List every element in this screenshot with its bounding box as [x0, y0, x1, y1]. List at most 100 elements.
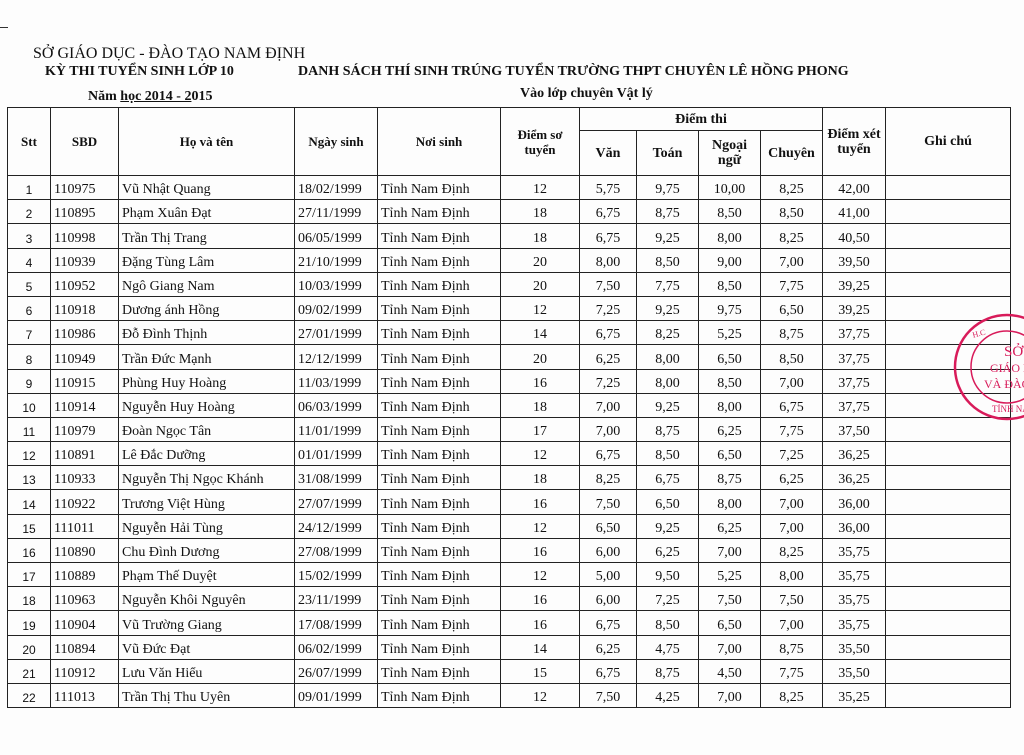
cell-total: 36,25 [822, 441, 886, 467]
cell-total: 35,50 [822, 658, 886, 684]
cell-chuyen: 7,75 [760, 271, 823, 297]
cell-prelim: 14 [500, 320, 580, 346]
table-row: 1 110975 Vũ Nhật Quang 18/02/1999 Tỉnh Nam Đ… [7, 174, 1011, 201]
cell-note [885, 465, 1011, 491]
cell-birthplace: Tỉnh Nam Định [377, 561, 501, 588]
cell-ngoai-ngu: 6,25 [698, 416, 761, 443]
cell-birthplace: Tỉnh Nam Định [377, 416, 501, 443]
cell-prelim: 18 [500, 199, 580, 225]
col-sbd: SBD [50, 107, 119, 176]
table-row: 22 111013 Trần Thị Thu Uyên 09/01/1999 Tỉnh … [7, 682, 1011, 709]
cell-total: 35,75 [822, 586, 886, 612]
cell-van: 7,50 [579, 489, 637, 515]
cell-dob: 18/02/1999 [294, 174, 378, 201]
cell-note [885, 513, 1011, 539]
cell-toan: 6,50 [636, 489, 699, 515]
cell-ngoai-ngu: 6,50 [698, 344, 761, 370]
cell-dob: 26/07/1999 [294, 658, 378, 684]
cell-birthplace: Tỉnh Nam Định [377, 537, 501, 564]
col-note: Ghi chú [885, 107, 1011, 176]
cell-ngoai-ngu: 8,50 [698, 199, 761, 225]
cell-sbd: 110914 [50, 392, 119, 418]
cell-total: 40,50 [822, 223, 886, 249]
cell-chuyen: 8,00 [760, 561, 823, 588]
cell-chuyen: 8,75 [760, 634, 823, 660]
table-row: 21 110912 Lưu Văn Hiểu 26/07/1999 Tỉnh Nam Đ… [7, 658, 1011, 684]
cell-prelim: 12 [500, 441, 580, 467]
cell-name: Phạm Xuân Đạt [118, 199, 295, 225]
col-stt: Stt [7, 107, 51, 176]
cell-total: 37,50 [822, 416, 886, 443]
cell-van: 7,50 [579, 682, 637, 709]
cell-total: 39,50 [822, 247, 886, 273]
cell-birthplace: Tỉnh Nam Định [377, 174, 501, 201]
cell-toan: 4,25 [636, 682, 699, 709]
cell-name: Đỗ Đình Thịnh [118, 320, 295, 346]
class-name: Vào lớp chuyên Vật lý [520, 86, 653, 101]
table-row: 18 110963 Nguyễn Khôi Nguyên 23/11/1999 Tỉnh… [7, 586, 1011, 612]
cell-van: 6,25 [579, 634, 637, 660]
col-toan: Toán [636, 130, 699, 176]
cell-stt: 10 [7, 392, 51, 418]
cell-stt: 21 [7, 658, 51, 684]
cell-birthplace: Tỉnh Nam Định [377, 586, 501, 612]
table-row: 2 110895 Phạm Xuân Đạt 27/11/1999 Tỉnh Nam Đ… [7, 199, 1011, 225]
cell-birthplace: Tỉnh Nam Định [377, 368, 501, 394]
cell-total: 35,25 [822, 682, 886, 709]
col-ngoai-ngu: Ngoại ngữ [698, 130, 761, 176]
cell-sbd: 110986 [50, 320, 119, 346]
svg-text:SỞ: SỞ [1004, 343, 1024, 360]
cell-ngoai-ngu: 8,00 [698, 489, 761, 515]
cell-note [885, 199, 1011, 225]
cell-prelim: 12 [500, 682, 580, 709]
table-row: 4 110939 Đặng Tùng Lâm 21/10/1999 Tỉnh Nam Đ… [7, 247, 1011, 273]
cell-prelim: 20 [500, 344, 580, 370]
cell-chuyen: 7,75 [760, 416, 823, 443]
cell-total: 42,00 [822, 174, 886, 201]
cell-total: 36,00 [822, 513, 886, 539]
cell-name: Dương ánh Hồng [118, 295, 295, 322]
cell-prelim: 14 [500, 634, 580, 660]
scan-mark [0, 27, 8, 28]
cell-dob: 23/11/1999 [294, 586, 378, 612]
cell-stt: 22 [7, 682, 51, 709]
cell-total: 37,75 [822, 392, 886, 418]
cell-toan: 6,25 [636, 537, 699, 564]
cell-note [885, 634, 1011, 660]
cell-note [885, 682, 1011, 709]
cell-ngoai-ngu: 8,50 [698, 368, 761, 394]
cell-chuyen: 7,00 [760, 368, 823, 394]
cell-birthplace: Tỉnh Nam Định [377, 610, 501, 636]
cell-toan: 8,00 [636, 368, 699, 394]
cell-name: Vũ Đức Đạt [118, 634, 295, 660]
cell-note [885, 489, 1011, 515]
cell-sbd: 110963 [50, 586, 119, 612]
cell-chuyen: 7,00 [760, 489, 823, 515]
cell-name: Đặng Tùng Lâm [118, 247, 295, 273]
cell-sbd: 111011 [50, 513, 119, 539]
cell-ngoai-ngu: 7,00 [698, 537, 761, 564]
cell-dob: 11/03/1999 [294, 368, 378, 394]
cell-chuyen: 7,50 [760, 586, 823, 612]
table-row: 19 110904 Vũ Trường Giang 17/08/1999 Tỉnh Na… [7, 610, 1011, 636]
cell-total: 36,25 [822, 465, 886, 491]
cell-chuyen: 6,50 [760, 295, 823, 322]
cell-prelim: 16 [500, 489, 580, 515]
cell-stt: 5 [7, 271, 51, 297]
cell-sbd: 110979 [50, 416, 119, 443]
cell-van: 8,00 [579, 247, 637, 273]
cell-dob: 21/10/1999 [294, 247, 378, 273]
cell-chuyen: 8,25 [760, 223, 823, 249]
cell-sbd: 110912 [50, 658, 119, 684]
cell-stt: 2 [7, 199, 51, 225]
cell-dob: 09/01/1999 [294, 682, 378, 709]
cell-birthplace: Tỉnh Nam Định [377, 465, 501, 491]
cell-note [885, 174, 1011, 201]
cell-sbd: 110933 [50, 465, 119, 491]
cell-toan: 9,75 [636, 174, 699, 201]
table-row: 5 110952 Ngô Giang Nam 10/03/1999 Tỉnh Nam Đ… [7, 271, 1011, 297]
cell-note [885, 537, 1011, 564]
cell-stt: 12 [7, 441, 51, 467]
cell-name: Trương Việt Hùng [118, 489, 295, 515]
cell-dob: 06/03/1999 [294, 392, 378, 418]
